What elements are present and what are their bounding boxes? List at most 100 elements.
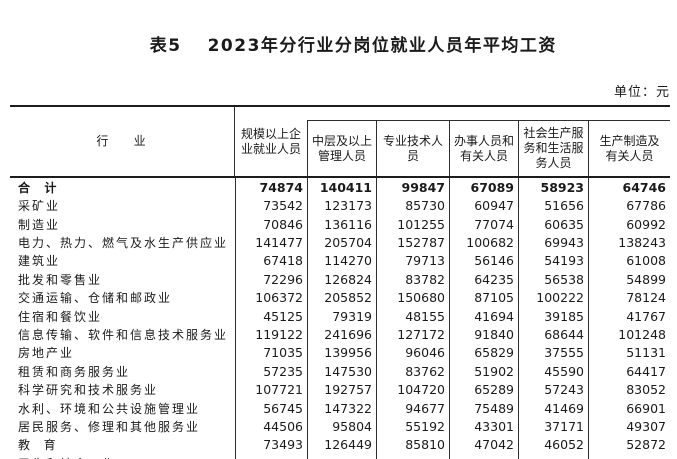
value-cell: 54193: [518, 251, 588, 271]
value-cell: 65829: [449, 343, 518, 363]
value-cell: 83762: [376, 362, 449, 381]
industry-cell: 水利、环境和公共设施管理业: [18, 401, 201, 416]
value-cell: 64746: [588, 178, 670, 197]
value-cell: 126449: [307, 435, 376, 455]
industry-cell: 合 计: [18, 180, 59, 195]
value-cell: 79319: [307, 306, 376, 326]
wage-table: 行 业 规模以上企 业就业人员 中层及以上 管理人员 专业技术人 员 办事人员和…: [10, 105, 670, 459]
industry-cell: 住宿和餐饮业: [18, 309, 103, 324]
value-cell: 138243: [588, 233, 670, 252]
value-cell: 58923: [518, 178, 588, 197]
table-row: 住宿和餐饮业 45125 79319 48155 41694 39185 41767: [10, 306, 670, 326]
value-cell: 67786: [588, 196, 670, 215]
value-cell: 48155: [376, 306, 449, 326]
table-row: 水利、环境和公共设施管理业 56745 147322 94677 75489 41469 6…: [10, 398, 670, 418]
table-row: 合 计 74874 140411 99847 67089 58923 64746: [10, 178, 670, 197]
unit-note: 单位：元: [613, 85, 670, 100]
value-cell: 73542: [235, 196, 307, 215]
table-row: 房地产业 71035 139956 96046 65829 37555 51131: [10, 343, 670, 363]
value-cell: 73493: [235, 435, 307, 455]
value-cell: 77074: [449, 214, 518, 234]
value-cell: 126824: [307, 270, 376, 289]
value-cell: 87105: [449, 288, 518, 307]
value-cell: 47042: [449, 435, 518, 455]
value-cell: 192757: [307, 380, 376, 399]
value-cell: 91840: [449, 325, 518, 344]
col-header-managers: 中层及以上 管理人员: [307, 120, 376, 176]
value-cell: 66901: [588, 398, 670, 418]
value-cell: 140411: [307, 178, 376, 197]
value-cell: 96046: [376, 343, 449, 363]
value-cell: 56745: [235, 398, 307, 418]
table-row: 租赁和商务服务业 57235 147530 83762 51902 45590 64417: [10, 362, 670, 381]
industry-cell: 租赁和商务服务业: [18, 364, 131, 379]
table-row: 批发和零售业 72296 126824 83782 64235 56538 54899: [10, 270, 670, 289]
value-cell: 100222: [518, 288, 588, 307]
value-cell: 41767: [588, 306, 670, 326]
value-cell: 205704: [307, 233, 376, 252]
value-cell: 72296: [235, 270, 307, 289]
industry-cell: 科学研究和技术服务业: [18, 383, 159, 398]
industry-cell: 电力、热力、燃气及水生产供应业: [18, 235, 229, 250]
value-cell: 99847: [376, 178, 449, 197]
value-cell: 114270: [307, 251, 376, 271]
value-cell: 75489: [449, 398, 518, 418]
value-cell: 51656: [518, 196, 588, 215]
value-cell: 64235: [449, 270, 518, 289]
value-cell: 64417: [588, 362, 670, 381]
value-cell: 106372: [235, 288, 307, 307]
value-cell: 141477: [235, 233, 307, 252]
value-cell: 119122: [235, 325, 307, 344]
value-cell: 68644: [518, 325, 588, 344]
col-header-production-staff: 生产制造及 有关人员: [588, 120, 670, 176]
value-cell: 93480: [235, 454, 307, 459]
value-cell: 70846: [235, 214, 307, 234]
value-cell: 51902: [449, 362, 518, 381]
table-row: 科学研究和技术服务业 107721 192757 104720 65289 57243 83…: [10, 380, 670, 399]
value-cell: 147530: [307, 362, 376, 381]
title-text: 2023年分行业分岗位就业人员年平均工资: [207, 36, 557, 56]
value-cell: 127172: [376, 325, 449, 344]
value-cell: 71035: [235, 343, 307, 363]
value-cell: 60635: [518, 214, 588, 234]
table-row: 居民服务、修理和其他服务业 44506 95804 55192 43301 37171 49…: [10, 417, 670, 436]
value-cell: 101255: [376, 214, 449, 234]
page-title: 表5 2023年分行业分岗位就业人员年平均工资: [0, 10, 677, 82]
industry-cell: 卫生和社会工作: [10, 454, 235, 459]
value-cell: 67089: [449, 178, 518, 197]
value-cell: 83782: [376, 270, 449, 289]
table-header-row: 行 业 规模以上企 业就业人员 中层及以上 管理人员 专业技术人 员 办事人员和…: [10, 107, 670, 178]
value-cell: 150680: [376, 288, 449, 307]
industry-cell: 交通运输、仓储和邮政业: [18, 291, 173, 306]
table-row: 教 育 73493 126449 85810 47042 46052 52872: [10, 435, 670, 455]
value-cell: 139956: [307, 343, 376, 363]
value-cell: 57243: [518, 380, 588, 399]
value-cell: 95804: [307, 417, 376, 436]
value-cell: 37171: [518, 417, 588, 436]
value-cell: 205852: [307, 288, 376, 307]
value-cell: 107721: [235, 380, 307, 399]
col-header-clerical-staff: 办事人员和 有关人员: [449, 120, 518, 176]
value-cell: 41694: [449, 306, 518, 326]
value-cell: 60992: [588, 214, 670, 234]
value-cell: 136116: [307, 214, 376, 234]
value-cell: 56146: [449, 251, 518, 271]
table-number-label: 表5: [149, 36, 182, 56]
value-cell: 44506: [235, 417, 307, 436]
value-cell: 78124: [588, 288, 670, 307]
value-cell: 37555: [518, 343, 588, 363]
value-cell: 85730: [376, 196, 449, 215]
value-cell: 241696: [307, 325, 376, 344]
col-header-enterprise-employees: 规模以上企 业就业人员: [240, 126, 301, 156]
value-cell: 57235: [235, 362, 307, 381]
value-cell: 51131: [588, 343, 670, 363]
value-cell: 45590: [518, 362, 588, 381]
value-cell: 46413: [518, 454, 588, 459]
value-cell: 152787: [376, 233, 449, 252]
value-cell: 56538: [518, 270, 588, 289]
industry-cell: 批发和零售业: [18, 272, 103, 287]
table-body: 合 计 74874 140411 99847 67089 58923 64746 采矿业 735…: [10, 178, 670, 459]
value-cell: 101248: [588, 325, 670, 344]
value-cell: 104720: [376, 380, 449, 399]
value-cell: 61008: [588, 251, 670, 271]
